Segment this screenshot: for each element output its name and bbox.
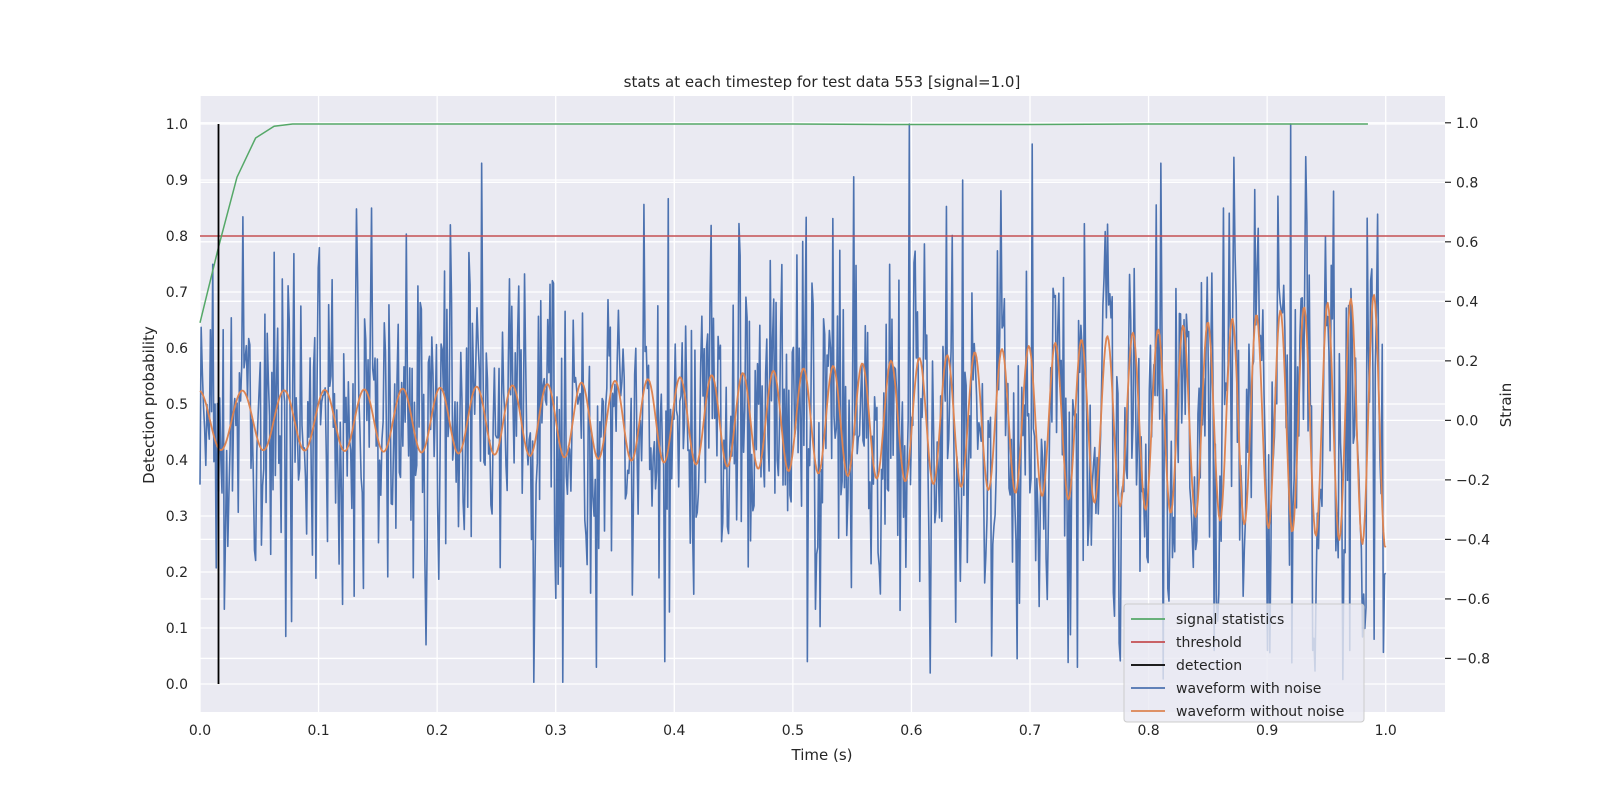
y-tick-label: 0.9 [166,173,188,189]
y-tick-label: 0.7 [166,285,188,301]
y2-axis-label: Strain [1497,383,1515,427]
y2-tick-label: −0.6 [1456,592,1490,608]
axis-layer: 0.0 0.1 0.2 0.3 0.4 0.5 0.6 0.7 0.8 0.9 1.0 0.0 0.1 0… [166,116,1490,739]
y-tick-label: 0.5 [166,397,188,413]
x-axis-label: Time (s) [791,746,853,764]
series-waveform-without-noise [199,294,1387,548]
y2-tick-label: 0.8 [1456,175,1478,191]
legend: signal statistics threshold detection wavef… [1123,603,1365,723]
x-tick-label: 0.2 [426,723,448,739]
y2-tick-label: 1.0 [1456,116,1478,132]
y-tick-label: 0.0 [166,677,188,693]
legend-box [1123,603,1365,723]
chart-title: stats at each timestep for test data 553… [624,73,1021,91]
y-tick-label: 0.4 [166,453,188,469]
y2-tick-label: 0.0 [1456,413,1478,429]
x-tick-label: 0.9 [1256,723,1278,739]
x-tick-label: 0.3 [545,723,567,739]
x-tick-label: 1.0 [1375,723,1397,739]
y-tick-label: 1.0 [166,117,188,133]
legend-label: detection [1176,658,1242,674]
y2-tick-label: 0.6 [1456,235,1478,251]
y-tick-label: 0.2 [166,565,188,581]
x-tick-label: 0.4 [663,723,685,739]
x-tick-label: 0.6 [900,723,922,739]
legend-label: waveform without noise [1176,704,1344,720]
y-tick-label: 0.6 [166,341,188,357]
y-tick-label: 0.1 [166,621,188,637]
y-axis-label: Detection probability [140,326,158,484]
y2-tick-label: −0.4 [1456,532,1490,548]
series-layer [199,123,1445,684]
x-tick-label: 0.1 [307,723,329,739]
x-tick-label: 0.8 [1137,723,1159,739]
legend-label: signal statistics [1176,612,1284,628]
x-tick-label: 0.5 [782,723,804,739]
y2-tick-label: 0.2 [1456,354,1478,370]
legend-label: waveform with noise [1176,681,1321,697]
y2-tick-label: −0.2 [1456,473,1490,489]
series-waveform-with-noise [199,123,1387,684]
y-tick-label: 0.8 [166,229,188,245]
y2-tick-label: −0.8 [1456,651,1490,667]
series-signal-statistics [199,123,1368,323]
x-tick-label: 0.7 [1019,723,1041,739]
y2-tick-label: 0.4 [1456,294,1478,310]
y-tick-label: 0.3 [166,509,188,525]
legend-label: threshold [1176,635,1242,651]
legend-items: signal statistics threshold detection wavef… [1131,612,1344,720]
x-tick-label: 0.0 [189,723,211,739]
